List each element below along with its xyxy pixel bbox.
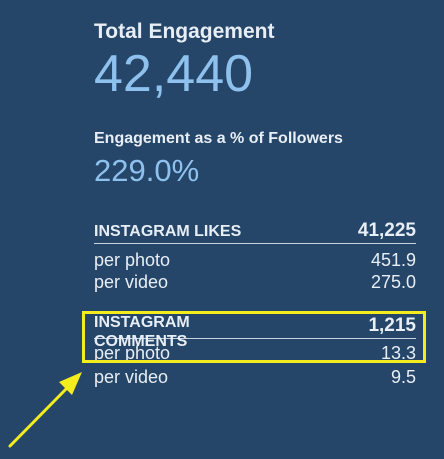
likes-heading: INSTAGRAM LIKES bbox=[94, 223, 242, 241]
likes-section-header: INSTAGRAM LIKES 41,225 bbox=[94, 219, 416, 244]
likes-per-video-row: per video 275.0 bbox=[94, 271, 416, 293]
total-engagement-value: 42,440 bbox=[94, 45, 254, 103]
comments-per-photo-value: 13.3 bbox=[380, 343, 416, 363]
likes-per-photo-value: 451.9 bbox=[370, 250, 416, 270]
engagement-percent-value: 229.0% bbox=[94, 153, 200, 188]
comments-per-video-label: per video bbox=[94, 367, 169, 387]
comments-section-header: INSTAGRAM COMMENTS 1,215 bbox=[94, 312, 416, 350]
total-engagement-label: Total Engagement bbox=[94, 20, 275, 43]
comments-per-video-value: 9.5 bbox=[390, 367, 416, 387]
highlight-box bbox=[82, 311, 426, 363]
comments-per-photo-label: per photo bbox=[94, 343, 171, 363]
comments-per-photo-row: per photo 13.3 bbox=[94, 342, 416, 364]
likes-total: 41,225 bbox=[357, 219, 416, 241]
likes-per-photo-label: per photo bbox=[94, 250, 171, 270]
likes-per-video-label: per video bbox=[94, 272, 169, 292]
likes-per-video-value: 275.0 bbox=[370, 272, 416, 292]
likes-per-photo-row: per photo 451.9 bbox=[94, 249, 416, 271]
engagement-percent-label: Engagement as a % of Followers bbox=[94, 130, 343, 147]
comments-heading: INSTAGRAM COMMENTS bbox=[94, 313, 190, 350]
comments-per-video-row: per video 9.5 bbox=[94, 366, 416, 388]
comments-total: 1,215 bbox=[368, 314, 416, 336]
